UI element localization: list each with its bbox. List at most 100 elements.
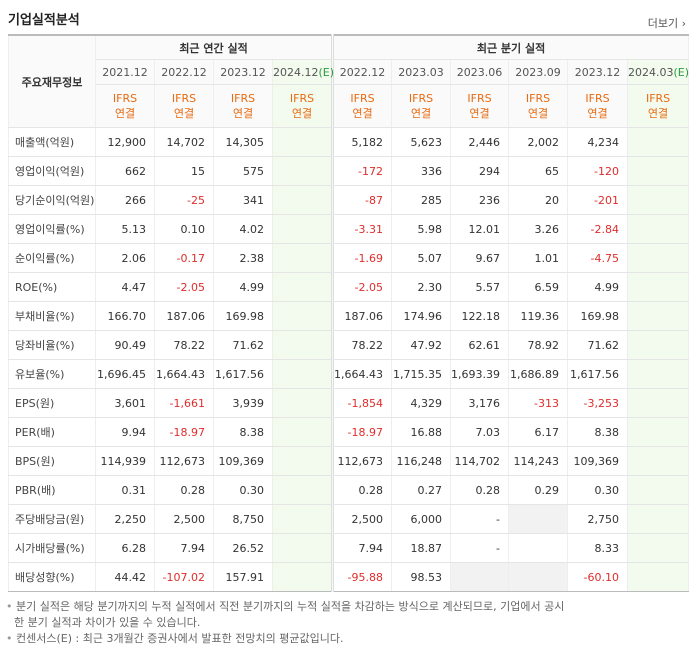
period-header: 2024.03(E) — [627, 59, 690, 85]
value-cell — [271, 127, 334, 157]
value-cell: 266 — [95, 185, 155, 215]
value-cell — [271, 272, 334, 302]
data-row: 시가배당률(%) 6.28 7.94 26.52 7.94 18.87-8.33 — [8, 533, 690, 563]
basis: 연결 — [114, 107, 136, 120]
value-cell — [271, 301, 334, 331]
value-cell: 71.62 — [567, 330, 629, 360]
basis: 연결 — [587, 107, 608, 120]
value-cell — [627, 214, 690, 244]
value-cell: 4,329 — [391, 388, 452, 418]
value-cell: -18.97 — [154, 417, 214, 447]
standard-header: IFRS 연결 — [627, 84, 690, 128]
value-cell: 7.94 — [154, 533, 214, 563]
value-cell: 4.47 — [95, 272, 155, 302]
basis: 연결 — [410, 107, 432, 120]
value-cell: 285 — [391, 185, 452, 215]
header-row: 주요재무정보 최근 연간 실적 최근 분기 실적 — [8, 34, 690, 128]
data-row: 영업이익률(%) 5.13 0.10 4.02 -3.31 5.98 12.01 3.26 -2… — [8, 214, 690, 244]
value-cell: 2,002 — [508, 127, 569, 157]
value-cell — [627, 301, 690, 331]
data-row: 당좌비율(%) 90.49 78.22 71.62 78.22 47.92 62.61 78.… — [8, 330, 690, 360]
value-cell: 90.49 — [95, 330, 155, 360]
value-cell: 1.01 — [508, 243, 569, 273]
value-cell: 3.26 — [508, 214, 569, 244]
standard-header: IFRS 연결 — [508, 84, 569, 128]
value-cell: 116,248 — [391, 446, 452, 476]
basis: 연결 — [173, 107, 195, 120]
value-cell: 0.31 — [95, 475, 155, 505]
value-cell: 5.07 — [391, 243, 452, 273]
standard: IFRS — [350, 92, 375, 105]
value-cell: 169.98 — [213, 301, 273, 331]
period-row: 2021.12 2022.12 2023.12 2024.12(E) 2022.12 20… — [9, 59, 690, 85]
value-cell: 4.02 — [213, 214, 273, 244]
row-label: ROE(%) — [8, 272, 96, 302]
value-cell — [508, 533, 569, 563]
data-row: 당기순이익(억원) 266 -25 341 -87 285 236 20 -201 — [8, 185, 690, 215]
standard-row: IFRS 연결 IFRS 연결 IFRS 연결 IFRS 연결 IFRS 연결 IFRS 연결 IFRS… — [9, 84, 690, 128]
period-label: 2024.12 — [273, 65, 319, 79]
standard-header: IFRS 연결 — [567, 84, 629, 128]
data-row: 매출액(억원) 12,900 14,702 14,305 5,182 5,623 2,446… — [8, 127, 690, 157]
standard: IFRS — [585, 92, 610, 105]
data-row: 영업이익(억원) 662 15 575 -172 336 294 65 -120 — [8, 156, 690, 186]
notes: 분기 실적은 해당 분기까지의 누적 실적에서 직전 분기까지의 누적 실적을 … — [6, 599, 566, 647]
value-cell: 662 — [95, 156, 155, 186]
period-header: 2021.12 — [95, 59, 155, 85]
value-cell: 112,673 — [154, 446, 214, 476]
value-cell — [450, 562, 510, 592]
value-cell: 5.98 — [391, 214, 452, 244]
period-header: 2024.12(E) — [271, 59, 334, 85]
value-cell: 1,715.35 — [391, 359, 452, 389]
basis: 연결 — [527, 107, 549, 120]
value-cell — [627, 446, 690, 476]
row-label: 매출액(억원) — [8, 127, 96, 157]
value-cell: 0.29 — [508, 475, 569, 505]
row-label: PER(배) — [8, 417, 96, 447]
row-label: 영업이익(억원) — [8, 156, 96, 186]
value-cell — [627, 243, 690, 273]
period-header: 2023.12 — [567, 59, 629, 85]
value-cell: 575 — [213, 156, 273, 186]
group-header: 최근 연간 실적 — [94, 34, 334, 60]
value-cell: 1,696.45 — [95, 359, 155, 389]
value-cell: 2,500 — [154, 504, 214, 534]
value-cell: 9.94 — [95, 417, 155, 447]
value-cell: 12.01 — [450, 214, 510, 244]
value-cell — [271, 185, 334, 215]
value-cell: 20 — [508, 185, 569, 215]
value-cell: 4.99 — [567, 272, 629, 302]
table-head: 주요재무정보 최근 연간 실적 최근 분기 실적 2021.12 2022.12 2023… — [8, 34, 690, 128]
value-cell: 0.28 — [154, 475, 214, 505]
value-cell: 18.87 — [391, 533, 452, 563]
value-cell: 2.38 — [213, 243, 273, 273]
row-label: 배당성향(%) — [8, 562, 96, 592]
period-header: 2023.09 — [508, 59, 569, 85]
value-cell: 7.03 — [450, 417, 510, 447]
value-cell — [627, 359, 690, 389]
value-cell: 1,617.56 — [213, 359, 273, 389]
value-cell: 98.53 — [391, 562, 452, 592]
row-label: PBR(배) — [8, 475, 96, 505]
basis: 연결 — [647, 107, 669, 120]
value-cell — [271, 359, 334, 389]
more-link[interactable]: 더보기 — [648, 15, 686, 31]
value-cell: 9.67 — [450, 243, 510, 273]
value-cell — [271, 417, 334, 447]
data-row: ROE(%) 4.47 -2.05 4.99 -2.05 2.30 5.57 6.59 4.99 — [8, 272, 690, 302]
value-cell: 78.22 — [331, 330, 393, 360]
standard: IFRS — [112, 92, 138, 105]
value-cell — [271, 243, 334, 273]
period-label: 2023.09 — [515, 65, 561, 79]
value-cell: 2,500 — [331, 504, 393, 534]
value-cell: -87 — [331, 185, 393, 215]
standard: IFRS — [230, 92, 256, 105]
value-cell: 114,702 — [450, 446, 510, 476]
value-cell: 78.92 — [508, 330, 569, 360]
value-cell: 14,305 — [213, 127, 273, 157]
value-cell: 2.06 — [95, 243, 155, 273]
value-cell: 7.94 — [331, 533, 393, 563]
value-cell — [508, 504, 569, 534]
value-cell: 2,446 — [450, 127, 510, 157]
value-cell: 8.33 — [567, 533, 629, 563]
